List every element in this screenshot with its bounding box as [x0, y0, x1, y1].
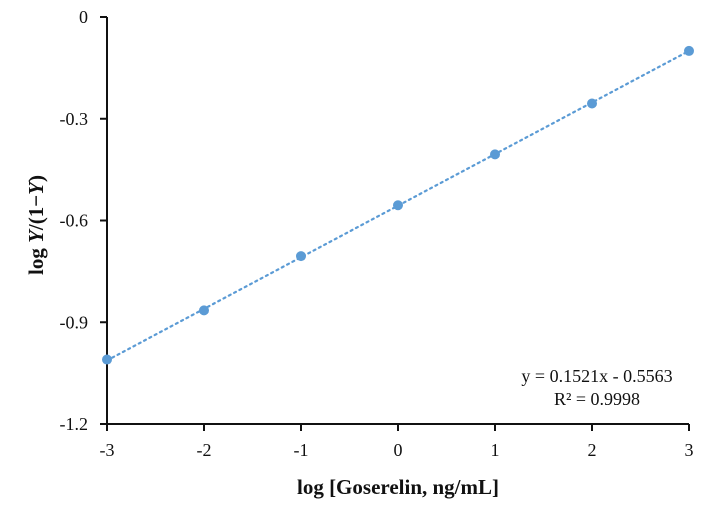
- x-tick-label: 2: [588, 440, 597, 460]
- x-axis-ticks: -3 -2 -1 0 1 2 3: [100, 424, 694, 460]
- y-tick-label: 0: [79, 7, 88, 27]
- y-axis-ticks: 0 -0.3 -0.6 -0.9 -1.2: [60, 7, 107, 434]
- y-tick-label: -1.2: [60, 414, 89, 434]
- data-point: [393, 200, 403, 211]
- data-point: [199, 305, 209, 316]
- x-tick-label: 1: [491, 440, 500, 460]
- y-tick-label: -0.9: [60, 312, 89, 332]
- r-squared-label: R² = 0.9998: [554, 389, 640, 409]
- x-tick-label: -2: [197, 440, 212, 460]
- data-point: [102, 354, 112, 365]
- y-tick-label: -0.3: [60, 109, 89, 129]
- equation-label: y = 0.1521x - 0.5563: [521, 366, 672, 386]
- y-axis-title: log Y/(1−Y): [24, 175, 48, 275]
- x-tick-label: 3: [685, 440, 694, 460]
- y-tick-label: -0.6: [60, 211, 89, 231]
- data-point: [684, 45, 694, 56]
- data-point: [296, 251, 306, 262]
- x-tick-label: -3: [100, 440, 115, 460]
- x-tick-label: -1: [294, 440, 309, 460]
- data-points: [102, 45, 694, 365]
- x-axis-title: log [Goserelin, ng/mL]: [297, 475, 499, 499]
- x-tick-label: 0: [394, 440, 403, 460]
- data-point: [490, 149, 500, 160]
- data-point: [587, 98, 597, 109]
